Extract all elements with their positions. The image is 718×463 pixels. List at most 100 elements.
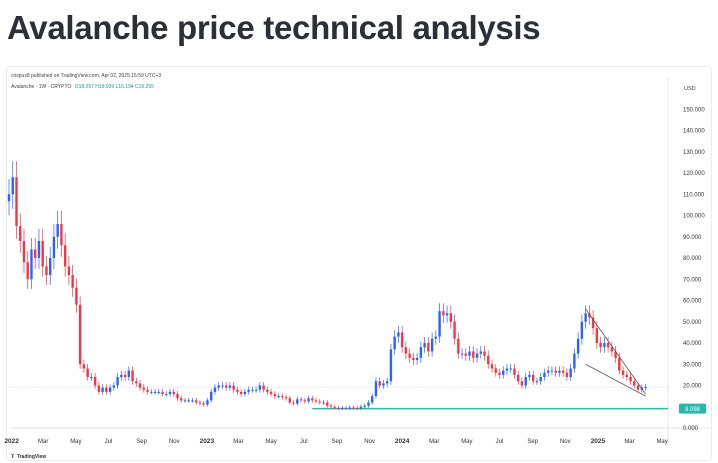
candle-body — [378, 381, 381, 386]
candle-body — [400, 332, 404, 348]
candle-body — [543, 372, 546, 377]
candle-body — [565, 372, 569, 377]
candle-body — [382, 383, 385, 386]
x-tick-label: Nov — [169, 439, 180, 445]
x-tick-label: Mar — [38, 439, 48, 445]
brand-footer: 𝗧 TradingView — [11, 454, 46, 460]
x-tick-label: Mar — [233, 439, 243, 445]
candle-body — [505, 368, 509, 371]
candle-body — [108, 387, 112, 392]
candle-body — [576, 338, 580, 354]
candle-body — [228, 385, 232, 388]
page-title: Avalanche price technical analysis — [7, 9, 541, 46]
y-tick-label: 80.000 — [683, 256, 702, 262]
candle-body — [127, 370, 131, 377]
candle-body — [15, 177, 18, 227]
y-tick-label: 70.000 — [683, 277, 702, 283]
candle-body — [550, 370, 554, 372]
candle-body — [580, 321, 584, 339]
y-tick-label: 0.000 — [683, 426, 699, 432]
x-tick-label: Mar — [624, 439, 634, 445]
candle-body — [561, 370, 565, 373]
candle-body — [588, 313, 591, 318]
candle-body — [243, 391, 247, 394]
candle-body — [412, 357, 415, 360]
candle-body — [438, 311, 441, 337]
y-tick-label: 130.000 — [683, 150, 705, 156]
candle-body — [532, 374, 535, 382]
candle-body — [468, 351, 471, 356]
candle-body — [513, 368, 516, 375]
candle-body — [483, 351, 486, 356]
candle-body — [337, 407, 340, 409]
candle-body — [232, 385, 235, 390]
candle-body — [449, 313, 453, 322]
candle-body — [487, 355, 490, 365]
y-tick-label: 120.000 — [683, 171, 705, 177]
candle-body — [93, 377, 97, 386]
candle-body — [262, 385, 265, 390]
candle-body — [90, 377, 93, 378]
candle-body — [101, 387, 104, 392]
candle-body — [314, 400, 318, 402]
candle-body — [479, 351, 482, 354]
candle-body — [442, 311, 445, 316]
candle-body — [239, 391, 243, 394]
candle-body — [82, 364, 86, 369]
y-tick-label: 40.000 — [683, 341, 702, 347]
candle-body — [56, 224, 59, 237]
candle-body — [251, 389, 254, 391]
candle-body — [584, 313, 587, 322]
candle-body — [606, 343, 610, 348]
candle-body — [610, 347, 614, 352]
candle-body — [48, 258, 52, 275]
candle-body — [603, 343, 606, 348]
candle-body — [63, 245, 67, 267]
candle-body — [356, 408, 359, 410]
brand-label: TradingView — [16, 454, 47, 460]
candle-body — [299, 399, 303, 401]
candle-body — [352, 407, 355, 409]
candle-body — [202, 403, 205, 405]
candle-body — [277, 396, 280, 398]
candle-body — [535, 381, 539, 383]
candle-body — [371, 396, 374, 403]
candle-body — [26, 262, 29, 280]
candle-body — [614, 351, 617, 358]
candle-body — [19, 226, 22, 241]
candle-body — [573, 353, 576, 369]
candle-body — [303, 400, 306, 402]
candle-body — [591, 317, 595, 329]
candle-body — [445, 313, 449, 316]
support-price-label: 9.098 — [685, 407, 701, 413]
x-tick-label: May — [461, 439, 472, 445]
candle-body — [490, 364, 494, 369]
candle-body — [236, 389, 239, 392]
candle-body — [97, 385, 101, 392]
y-tick-label: 60.000 — [683, 299, 702, 305]
candle-body — [475, 353, 479, 358]
candle-body — [30, 249, 33, 280]
x-tick-label: Nov — [364, 439, 375, 445]
candle-body — [385, 381, 389, 384]
candle-body — [502, 370, 505, 375]
y-tick-label: 20.000 — [683, 384, 702, 390]
candle-body — [389, 349, 393, 382]
candle-body — [348, 407, 351, 409]
symbol-info: Avalanche · 1W · CRYPTO O18.057 H19.939 … — [11, 84, 154, 90]
candle-body — [281, 396, 284, 398]
candle-body — [123, 374, 127, 377]
candle-body — [595, 328, 599, 343]
candle-body — [45, 266, 48, 275]
candle-body — [528, 374, 531, 377]
candle-body — [247, 389, 250, 392]
candle-body — [326, 402, 329, 406]
y-tick-label: 150.000 — [683, 107, 705, 113]
candle-body — [296, 399, 299, 404]
candle-body — [11, 177, 14, 195]
candle-body — [367, 402, 370, 406]
y-tick-label: 100.000 — [683, 214, 705, 220]
candle-body — [311, 398, 314, 401]
candle-body — [150, 391, 153, 393]
